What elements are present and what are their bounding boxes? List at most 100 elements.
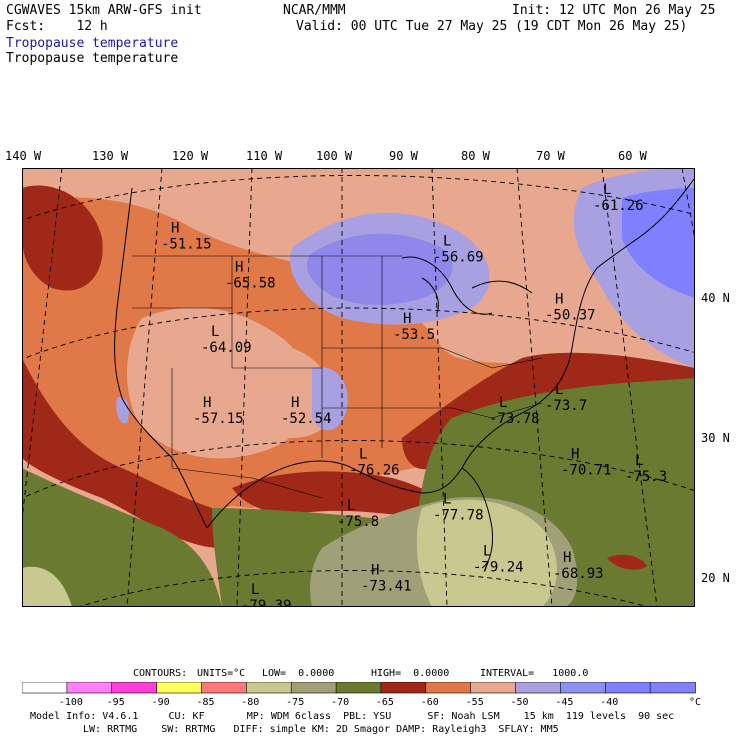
extremum-marker: H xyxy=(555,292,563,308)
longitude-label: 70 W xyxy=(536,149,565,163)
contours-label: CONTOURS: xyxy=(133,668,188,679)
extremum-value: -64.09 xyxy=(201,340,252,356)
longitude-label: 60 W xyxy=(618,149,647,163)
legend-tick-label: -40 xyxy=(600,697,618,708)
extremum-value: -76.26 xyxy=(349,463,400,479)
extremum-value: -51.15 xyxy=(161,237,212,253)
extremum-value: -65.58 xyxy=(225,275,276,291)
extremum-value: -68.93 xyxy=(553,566,604,582)
extremum-value: -73.7 xyxy=(545,398,587,414)
extremum-value: -61.26 xyxy=(593,198,644,214)
extremum-value: -73.78 xyxy=(489,411,540,427)
extrema-layer: L-61.26H-51.15 L-56.69H-65.58H-50.37H-53.… xyxy=(161,182,667,607)
model-title: CGWAVES 15km ARW-GFS init xyxy=(6,3,202,18)
legend-swatch xyxy=(111,682,158,694)
extremum-marker: H xyxy=(291,395,299,411)
extremum-marker: L xyxy=(443,492,451,508)
legend-swatch xyxy=(425,682,472,694)
legend-swatch xyxy=(335,682,382,694)
field-pale-khaki-gulf xyxy=(416,499,557,607)
extremum-value: -57.15 xyxy=(193,411,244,427)
latitude-label: 40 N xyxy=(701,291,730,305)
extremum-value: -73.41 xyxy=(361,579,412,595)
field-red-pacific-nw xyxy=(22,185,103,291)
legend-swatch xyxy=(246,682,293,694)
graticule xyxy=(22,168,695,607)
longitude-label: 130 W xyxy=(92,149,129,163)
extremum-value: -50.37 xyxy=(545,308,596,324)
extremum-value: -56.69 xyxy=(433,250,484,266)
legend-swatch xyxy=(201,682,248,694)
extremum-marker: L xyxy=(347,498,355,514)
legend-tick-label: -85 xyxy=(196,697,214,708)
extremum-marker: H xyxy=(235,259,243,275)
longitude-label: 110 W xyxy=(246,149,283,163)
latitude-label: 20 N xyxy=(701,571,730,585)
field-blue-ne xyxy=(622,188,695,298)
longitude-label: 120 W xyxy=(172,149,209,163)
legend-swatch xyxy=(22,682,68,694)
extremum-marker: H xyxy=(571,447,579,463)
model-info-line: Model Info: V4.6.1 CU: KF MP: WDM 6class… xyxy=(30,711,675,722)
extremum-value: -53.5 xyxy=(393,327,435,343)
legend-swatch xyxy=(604,682,651,694)
extremum-marker: L xyxy=(211,324,219,340)
legend-tick-label: -90 xyxy=(152,697,170,708)
field-red-caribbean xyxy=(607,554,647,570)
political-borders xyxy=(132,255,543,499)
extremum-marker: L xyxy=(635,453,643,469)
extremum-marker: L xyxy=(443,234,451,250)
contours-low: LOW= 0.0000 xyxy=(262,668,335,679)
legend-swatch xyxy=(515,682,562,694)
extremum-marker: L xyxy=(359,447,367,463)
legend-tick-label: -50 xyxy=(510,697,528,708)
extremum-value: -79.24 xyxy=(473,559,524,575)
field-blue-north xyxy=(307,233,453,305)
extremum-value: -79.39 xyxy=(241,598,292,607)
legend-tick-label: -55 xyxy=(466,697,484,708)
extremum-marker: H xyxy=(203,395,211,411)
contours-high: HIGH= 0.0000 xyxy=(371,668,450,679)
legend-unit: °C xyxy=(689,697,701,708)
extremum-marker: H xyxy=(403,311,411,327)
legend-tick-label: -45 xyxy=(555,697,573,708)
coastlines xyxy=(114,177,695,569)
legend-swatch xyxy=(156,682,203,694)
field-lavender-central xyxy=(312,367,348,431)
field-red-sw xyxy=(22,358,222,548)
physics-info-line: LW: RRTMG SW: RRTMG DIFF: simple KM: 2D … xyxy=(83,724,559,735)
legend-tick-label: -75 xyxy=(286,697,304,708)
legend-tick-label: -100 xyxy=(59,697,83,708)
field-title-shaded: Tropopause temperature xyxy=(6,36,179,51)
field-red-southeast xyxy=(402,352,695,470)
contours-units: UNITS=°C xyxy=(197,668,246,679)
contours-interval: INTERVAL= 1000.0 xyxy=(480,668,589,679)
extremum-value: -70.71 xyxy=(561,463,612,479)
field-olive-pacific xyxy=(22,468,222,607)
latitude-label: 30 N xyxy=(701,431,730,445)
longitude-label: 90 W xyxy=(389,149,418,163)
organization: NCAR/MMM xyxy=(283,3,346,18)
legend-swatch xyxy=(470,682,517,694)
extremum-marker: L xyxy=(499,395,507,411)
extremum-marker: L xyxy=(483,543,491,559)
extremum-marker: L xyxy=(603,182,611,198)
legend-swatch xyxy=(560,682,607,694)
legend-swatch xyxy=(66,682,113,694)
legend-swatch xyxy=(649,682,696,694)
init-time: Init: 12 UTC Mon 26 May 25 xyxy=(512,3,716,18)
extremum-value: -52.54 xyxy=(281,411,332,427)
valid-time: Valid: 00 UTC Tue 27 May 25 (19 CDT Mon … xyxy=(296,19,688,34)
longitude-label: 80 W xyxy=(461,149,490,163)
extremum-marker: L xyxy=(251,582,259,598)
field-title-contour: Tropopause temperature xyxy=(6,51,179,66)
forecast-hour: Fcst: 12 h xyxy=(6,19,108,34)
legend-tick-label: -65 xyxy=(376,697,394,708)
tropopause-temperature-map: L-61.26H-51.15 L-56.69H-65.58H-50.37H-53.… xyxy=(22,168,695,607)
longitude-label: 100 W xyxy=(316,149,353,163)
extremum-value: -75.3 xyxy=(625,469,667,485)
extremum-marker: L xyxy=(555,382,563,398)
field-pale-khaki-pacific xyxy=(22,566,72,607)
legend-tick-label: -95 xyxy=(107,697,125,708)
extremum-value: -77.78 xyxy=(433,508,484,524)
